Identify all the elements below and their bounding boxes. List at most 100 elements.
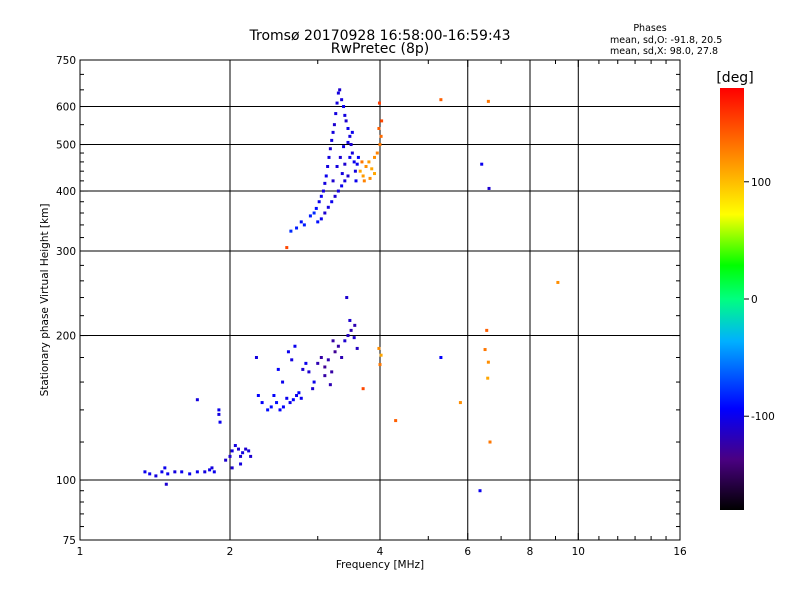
data-point bbox=[362, 179, 366, 183]
colorbar-tick-label: 0 bbox=[751, 294, 758, 306]
data-point bbox=[486, 360, 490, 364]
data-point bbox=[317, 200, 321, 204]
data-point bbox=[230, 466, 234, 470]
data-point bbox=[340, 355, 344, 359]
data-point bbox=[373, 155, 377, 159]
data-point bbox=[239, 462, 243, 466]
colorbar: [deg] 100 0 -100 bbox=[716, 70, 775, 510]
data-point bbox=[312, 211, 316, 215]
x-axis-ticks: 1 2 4 6 8 10 16 bbox=[77, 60, 687, 558]
data-point bbox=[295, 394, 299, 398]
data-point bbox=[316, 220, 320, 224]
chart-title: Tromsø 20170928 16:58:00-16:59:43 bbox=[249, 28, 511, 44]
data-point bbox=[340, 98, 344, 102]
colorbar-gradient bbox=[720, 88, 744, 510]
data-point bbox=[486, 99, 490, 103]
data-point bbox=[319, 355, 323, 359]
data-point bbox=[354, 179, 358, 183]
x-tick-label: 2 bbox=[227, 546, 234, 558]
y-axis-ticks: 75 100 200 300 400 500 600 750 bbox=[56, 55, 680, 547]
data-point bbox=[379, 134, 383, 138]
data-point bbox=[299, 220, 303, 224]
data-point bbox=[377, 101, 381, 105]
data-point bbox=[380, 119, 384, 123]
data-point bbox=[326, 205, 330, 209]
data-point bbox=[378, 363, 382, 367]
data-point bbox=[218, 420, 222, 424]
data-point bbox=[439, 98, 443, 102]
data-point bbox=[217, 408, 221, 412]
plot-area: 1 2 4 6 8 10 16 75 100 200 300 400 500 600 750 bbox=[56, 55, 687, 558]
data-point bbox=[336, 91, 340, 95]
data-point bbox=[330, 200, 334, 204]
data-point bbox=[394, 419, 398, 423]
data-point bbox=[367, 160, 371, 164]
data-point bbox=[370, 167, 374, 171]
data-point bbox=[346, 126, 350, 130]
data-point bbox=[378, 143, 382, 147]
data-point bbox=[308, 214, 312, 218]
data-point bbox=[299, 396, 303, 400]
gridlines bbox=[80, 60, 680, 540]
colorbar-tick-label: -100 bbox=[751, 411, 775, 423]
data-point bbox=[349, 328, 353, 332]
data-point bbox=[348, 318, 352, 322]
data-point bbox=[295, 226, 299, 230]
data-point bbox=[333, 350, 337, 354]
x-tick-label: 1 bbox=[77, 546, 84, 558]
data-point bbox=[336, 189, 340, 193]
data-point bbox=[335, 164, 339, 168]
data-point bbox=[285, 396, 289, 400]
data-point bbox=[275, 401, 279, 405]
data-point bbox=[485, 328, 489, 332]
data-point bbox=[281, 380, 285, 384]
data-point bbox=[230, 449, 234, 453]
data-point bbox=[377, 346, 381, 350]
data-point bbox=[272, 394, 276, 398]
x-tick-label: 8 bbox=[527, 546, 534, 558]
data-point bbox=[340, 172, 344, 176]
data-points bbox=[143, 88, 560, 493]
data-point bbox=[330, 138, 334, 142]
data-point bbox=[327, 155, 331, 159]
data-point bbox=[249, 454, 253, 458]
data-point bbox=[319, 194, 323, 198]
data-point bbox=[334, 112, 338, 116]
data-point bbox=[439, 355, 443, 359]
data-point bbox=[228, 454, 232, 458]
data-point bbox=[281, 405, 285, 409]
data-point bbox=[379, 353, 383, 357]
data-point bbox=[343, 113, 347, 117]
data-point bbox=[348, 134, 352, 138]
x-axis-label: Frequency [MHz] bbox=[336, 559, 424, 571]
data-point bbox=[314, 206, 318, 210]
y-axis-label: Stationary phase Virtual Height [km] bbox=[39, 204, 51, 397]
data-point bbox=[488, 440, 492, 444]
data-point bbox=[269, 405, 273, 409]
x-tick-label: 4 bbox=[377, 546, 384, 558]
data-point bbox=[556, 280, 560, 284]
data-point bbox=[480, 162, 484, 166]
y-tick-label: 400 bbox=[56, 186, 76, 198]
data-point bbox=[195, 398, 199, 402]
data-point bbox=[324, 174, 328, 178]
y-tick-label: 200 bbox=[56, 331, 76, 343]
data-point bbox=[288, 401, 292, 405]
data-point bbox=[336, 344, 340, 348]
data-point bbox=[331, 179, 335, 183]
data-point bbox=[160, 470, 164, 474]
data-point bbox=[239, 454, 243, 458]
data-point bbox=[307, 370, 311, 374]
data-point bbox=[224, 458, 228, 462]
data-point bbox=[345, 296, 349, 300]
data-point bbox=[332, 123, 336, 127]
data-point bbox=[355, 346, 359, 350]
data-point bbox=[256, 394, 260, 398]
colorbar-ticks: 100 0 -100 bbox=[744, 177, 775, 423]
data-point bbox=[301, 367, 305, 371]
data-point bbox=[286, 350, 290, 354]
data-point bbox=[353, 169, 357, 173]
data-point bbox=[312, 380, 316, 384]
data-point bbox=[233, 444, 237, 448]
